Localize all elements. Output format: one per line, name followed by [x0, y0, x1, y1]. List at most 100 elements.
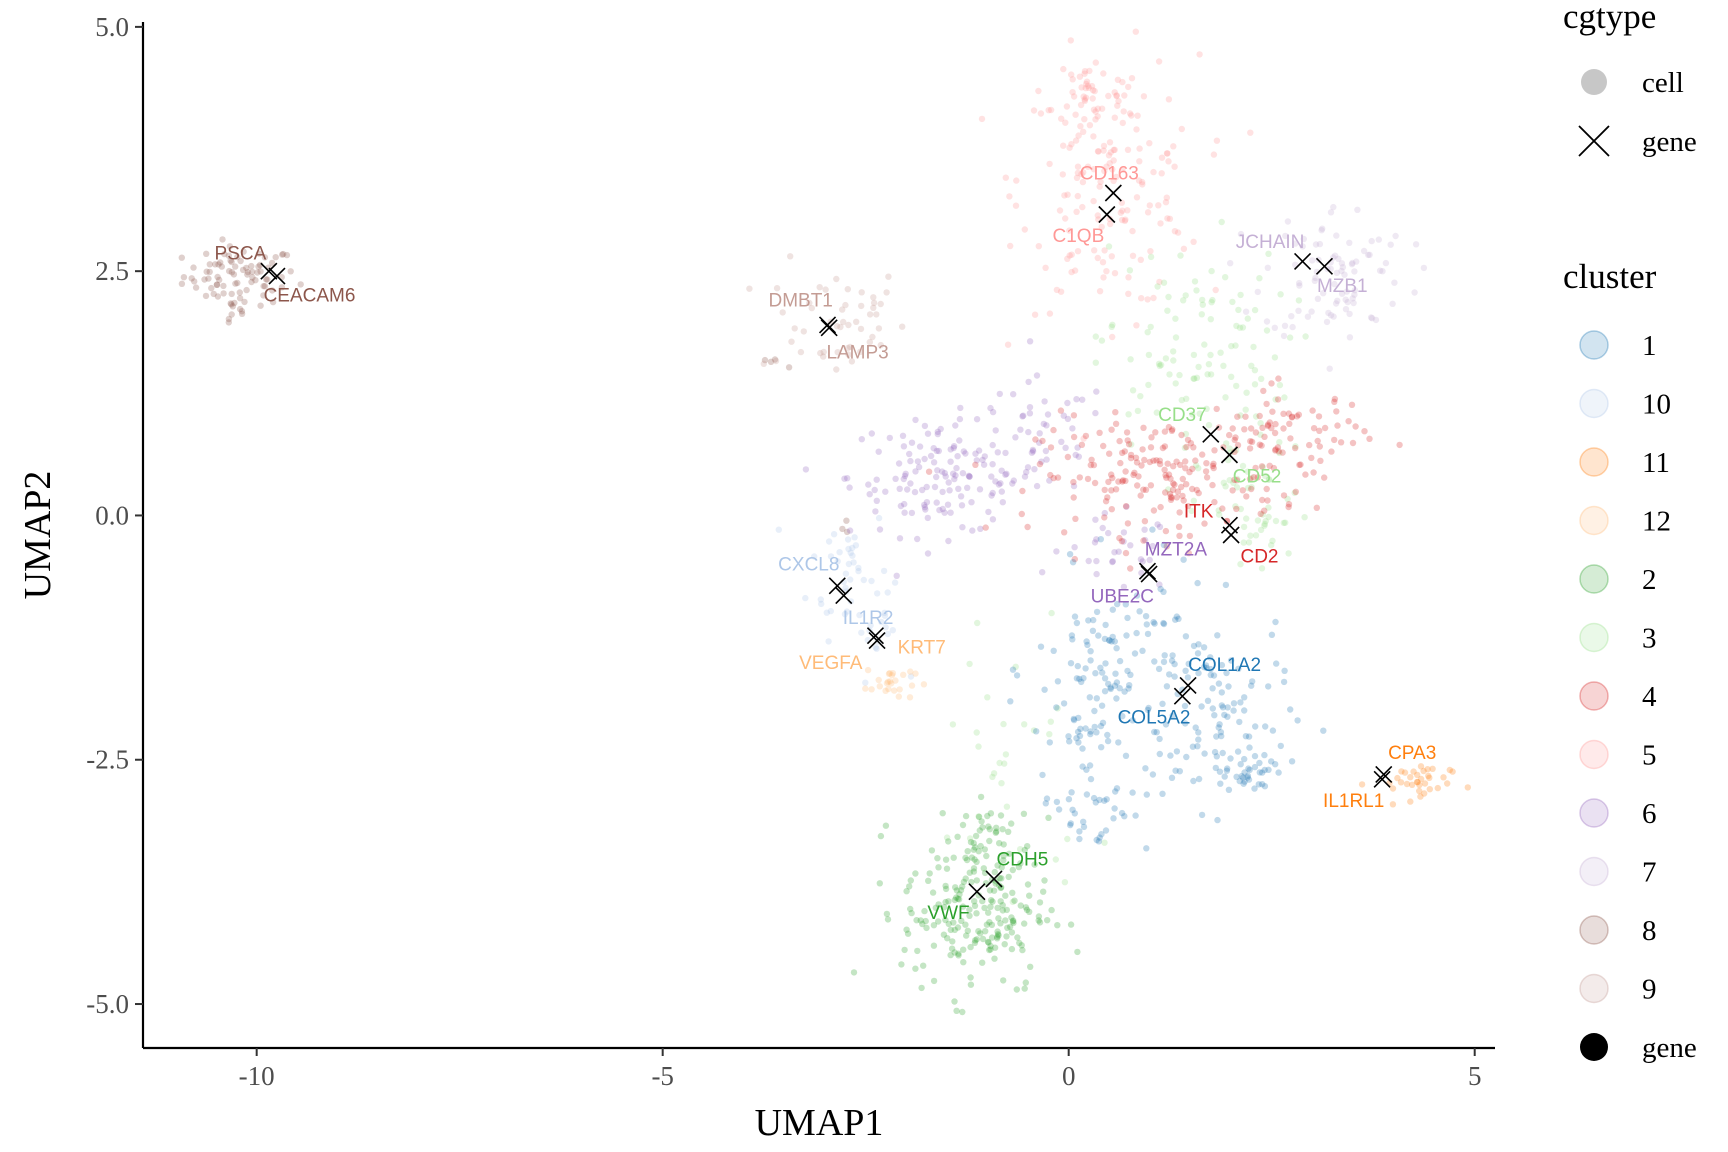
- cell-point: [1271, 354, 1279, 361]
- cell-point: [1091, 723, 1098, 731]
- cell-point: [1264, 497, 1271, 504]
- cell-point: [1069, 425, 1076, 432]
- cell-point: [1367, 314, 1375, 321]
- cell-point: [901, 509, 908, 516]
- cell-point: [1244, 772, 1252, 779]
- cell-point: [1097, 664, 1104, 671]
- cell-point: [1071, 810, 1079, 817]
- cell-point: [1264, 422, 1272, 430]
- cell-point: [1315, 413, 1323, 420]
- cell-point: [1239, 487, 1247, 494]
- cell-point: [848, 358, 856, 365]
- cell-point: [998, 884, 1005, 891]
- cell-point: [1446, 766, 1454, 774]
- gene-label-il1r2: IL1R2: [843, 608, 894, 629]
- cell-point: [1178, 125, 1186, 133]
- cell-point: [1245, 733, 1253, 740]
- cell-point: [1090, 166, 1098, 173]
- cell-point: [1128, 75, 1136, 82]
- cell-point: [1022, 468, 1030, 476]
- cell-point: [1084, 163, 1092, 170]
- cell-point: [1233, 505, 1240, 513]
- cell-point: [1032, 436, 1039, 443]
- cell-point: [822, 286, 829, 293]
- cell-point: [987, 404, 994, 412]
- cell-point: [1219, 704, 1227, 711]
- cell-point: [1145, 704, 1152, 712]
- cell-point: [842, 584, 849, 591]
- cell-point: [869, 333, 876, 341]
- cell-point: [924, 514, 931, 522]
- cell-point: [802, 594, 809, 602]
- cell-point: [947, 446, 954, 453]
- cell-point: [1165, 486, 1172, 493]
- gene-marker-cd163: [1104, 184, 1122, 202]
- cell-point: [1389, 801, 1397, 808]
- cell-point: [1070, 93, 1078, 100]
- cell-point: [1339, 264, 1347, 271]
- cell-point: [833, 275, 840, 283]
- cell-point: [202, 292, 210, 300]
- cell-point: [1009, 889, 1016, 896]
- cell-point: [1053, 798, 1061, 806]
- cell-point: [1199, 301, 1207, 308]
- cell-point: [1103, 796, 1110, 803]
- cell-point: [885, 670, 893, 677]
- cell-point: [1046, 310, 1054, 317]
- cell-point: [1071, 555, 1079, 563]
- cell-point: [994, 862, 1001, 869]
- cell-point: [800, 328, 807, 335]
- cell-point: [1232, 342, 1239, 349]
- cell-point: [989, 489, 996, 497]
- cell-point: [990, 887, 998, 894]
- cell-point: [1199, 296, 1206, 304]
- cell-point: [1036, 919, 1044, 926]
- cell-point: [882, 624, 889, 631]
- cell-point: [1083, 78, 1091, 85]
- cell-point: [1237, 561, 1244, 568]
- cell-point: [924, 550, 932, 557]
- cell-point: [1330, 313, 1337, 320]
- cell-point: [1334, 297, 1341, 304]
- cell-point: [992, 829, 999, 836]
- cell-point: [912, 870, 919, 877]
- cell-point: [1163, 150, 1171, 157]
- cell-point: [1234, 442, 1242, 449]
- gene-label-cd52: CD52: [1233, 466, 1282, 487]
- cell-point: [1285, 503, 1292, 511]
- cell-point: [1312, 241, 1320, 248]
- cell-point: [1021, 985, 1028, 992]
- cell-point: [875, 514, 883, 522]
- cell-point: [1060, 412, 1068, 419]
- cell-point: [1259, 781, 1266, 788]
- cell-point: [817, 349, 824, 357]
- cell-point: [1209, 481, 1216, 489]
- cell-point: [214, 293, 222, 300]
- cell-point: [1248, 682, 1255, 689]
- cell-point: [1223, 767, 1231, 774]
- cell-point: [1284, 495, 1291, 503]
- cell-point: [1220, 362, 1227, 369]
- cell-point: [1054, 922, 1061, 929]
- cell-point: [963, 932, 970, 939]
- cell-point: [830, 531, 838, 538]
- cell-point: [942, 898, 949, 906]
- cell-point: [1012, 434, 1019, 441]
- cell-point: [885, 273, 892, 280]
- cell-point: [1162, 355, 1170, 362]
- cell-point: [840, 318, 847, 326]
- cell-point: [973, 877, 980, 884]
- cell-point: [964, 484, 971, 491]
- cell-point: [1086, 762, 1094, 769]
- cell-point: [1041, 686, 1048, 693]
- cell-point: [899, 432, 907, 439]
- y-tick-label: 2.5: [95, 256, 129, 286]
- cell-point: [1227, 260, 1234, 267]
- cell-point: [1074, 662, 1082, 670]
- cell-point: [1264, 264, 1272, 271]
- cell-point: [957, 887, 965, 894]
- cell-point: [1160, 658, 1168, 666]
- cell-point: [931, 483, 939, 491]
- cell-point: [1261, 520, 1269, 528]
- cell-point: [1048, 906, 1055, 914]
